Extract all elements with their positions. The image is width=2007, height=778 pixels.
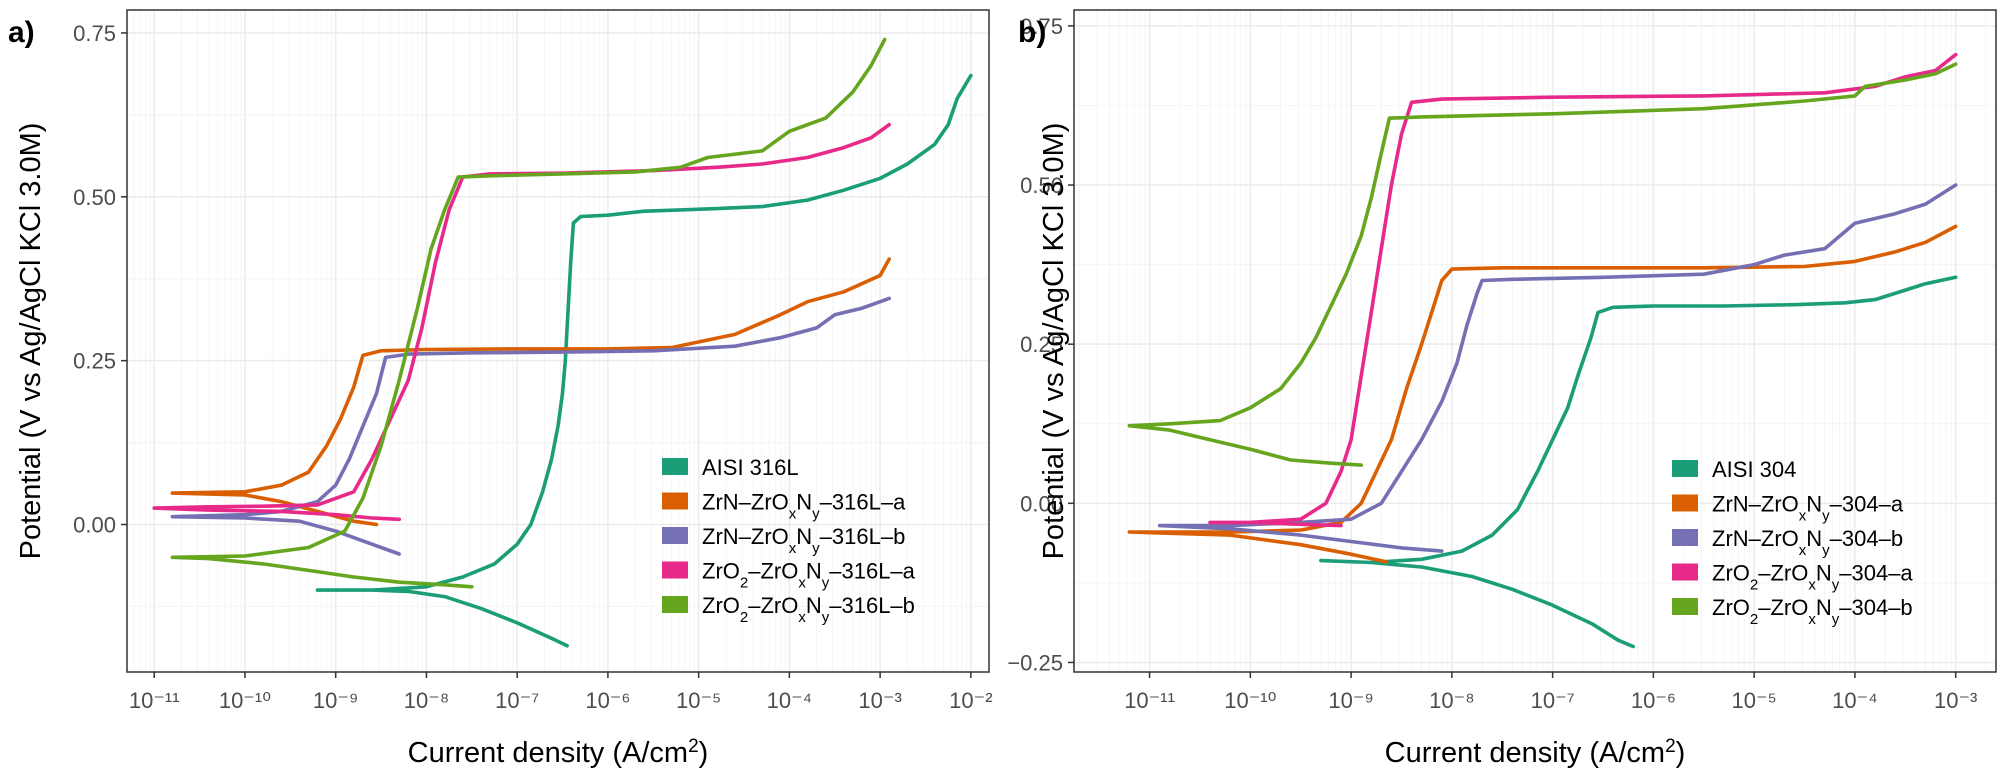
legend-label: ZrO2–ZrOxNy–304–a [1712, 561, 1913, 594]
x-tick-label: 10⁻⁸ [404, 688, 449, 713]
legend-swatch [1672, 529, 1698, 546]
legend-swatch [1672, 598, 1698, 615]
y-tick-label: 0.75 [73, 21, 116, 46]
plot-frame [1073, 9, 1997, 673]
y-tick-label: −0.25 [1007, 650, 1063, 675]
x-tick-label: 10⁻⁴ [767, 688, 813, 713]
legend-swatch [662, 561, 688, 579]
x-tick-label: 10⁻¹¹ [129, 688, 180, 713]
y-tick-label: 0.00 [73, 513, 116, 538]
plot-frame [126, 9, 990, 673]
legend-label: AISI 316L [702, 455, 799, 480]
y-axis-title: Potential (V vs Ag/AgCl KCl 3.0M) [1038, 123, 1070, 560]
y-tick-label: 0.00 [1020, 491, 1063, 516]
legend-swatch [1672, 494, 1698, 512]
y-axis-title: Potential (V vs Ag/AgCl KCl 3.0M) [15, 123, 47, 560]
series-line-0-0 [315, 73, 973, 648]
series-line-0-1 [170, 257, 891, 527]
y-tick-label: 0.50 [73, 185, 116, 210]
legend-swatch [1672, 460, 1698, 477]
legend-label: ZrN–ZrOxNy–316L–b [702, 524, 905, 557]
legend-label: ZrN–ZrOxNy–304–a [1712, 492, 1904, 525]
legend-label: ZrO2–ZrOxNy–316L–b [702, 593, 915, 626]
x-tick-label: 10⁻⁴ [1832, 688, 1878, 713]
legend: AISI 304 ZrN–ZrOxNy–304–aZrN–ZrOxNy–304–b… [1672, 457, 1913, 628]
series-line-1-1 [1127, 224, 1958, 564]
chart-panel-b: 10⁻¹¹ 10⁻¹⁰ 10⁻⁹ 10⁻⁸ 10⁻⁷ 10⁻⁶ 10⁻⁵ 10⁻⁴ 10⁻³ −0… [1007, 9, 1997, 770]
x-tick-label: 10⁻⁷ [495, 688, 539, 713]
panel-label: a) [8, 16, 35, 49]
y-tick-label: 0.50 [1020, 173, 1063, 198]
x-tick-label: 10⁻⁶ [585, 688, 630, 713]
legend-label: ZrO2–ZrOxNy–316L–a [702, 559, 916, 592]
series-line-0-3 [152, 122, 891, 522]
x-axis-title: Current density (A/cm2) [408, 736, 709, 770]
x-axis-title: Current density (A/cm2) [1385, 736, 1686, 770]
legend-swatch [662, 527, 688, 544]
x-tick-label: 10⁻⁸ [1429, 688, 1474, 713]
legend-label: AISI 304 [1712, 457, 1796, 482]
legend-swatch [1672, 563, 1698, 581]
y-tick-label: 0.25 [1020, 332, 1063, 357]
legend-swatch [662, 596, 688, 613]
chart-panel-a: 10⁻¹¹ 10⁻¹⁰ 10⁻⁹ 10⁻⁸ 10⁻⁷ 10⁻⁶ 10⁻⁵ 10⁻⁴ 10⁻³ 10… [8, 9, 993, 770]
series-line-0-4 [170, 37, 887, 589]
legend-label: ZrO2–ZrOxNy–304–b [1712, 595, 1913, 628]
legend-label: ZrN–ZrOxNy–316L–a [702, 490, 906, 523]
x-tick-label: 10⁻⁹ [313, 688, 359, 713]
x-tick-label: 10⁻³ [858, 688, 901, 713]
x-tick-label: 10⁻⁶ [1631, 688, 1676, 713]
x-tick-label: 10⁻¹¹ [1124, 688, 1175, 713]
y-tick-label: 0.75 [1020, 14, 1063, 39]
x-tick-label: 10⁻⁵ [1732, 688, 1777, 713]
panel-label: b) [1018, 16, 1046, 49]
series-line-1-0 [1319, 275, 1958, 649]
series-line-1-4 [1127, 62, 1958, 467]
x-tick-label: 10⁻⁹ [1328, 688, 1374, 713]
x-tick-label: 10⁻³ [1934, 688, 1977, 713]
series-line-1-2 [1157, 183, 1958, 553]
legend-swatch [662, 458, 688, 475]
x-tick-label: 10⁻¹⁰ [219, 688, 271, 713]
y-tick-label: 0.25 [73, 349, 116, 374]
series-line-1-3 [1208, 52, 1958, 528]
x-tick-label: 10⁻⁷ [1531, 688, 1575, 713]
series-line-0-2 [170, 296, 891, 556]
x-tick-label: 10⁻⁵ [676, 688, 721, 713]
legend: AISI 316L ZrN–ZrOxNy–316L–aZrN–ZrOxNy–316… [662, 455, 916, 626]
x-tick-label: 10⁻² [949, 688, 992, 713]
legend-label: ZrN–ZrOxNy–304–b [1712, 526, 1903, 559]
legend-swatch [662, 492, 688, 510]
x-tick-label: 10⁻¹⁰ [1224, 688, 1276, 713]
